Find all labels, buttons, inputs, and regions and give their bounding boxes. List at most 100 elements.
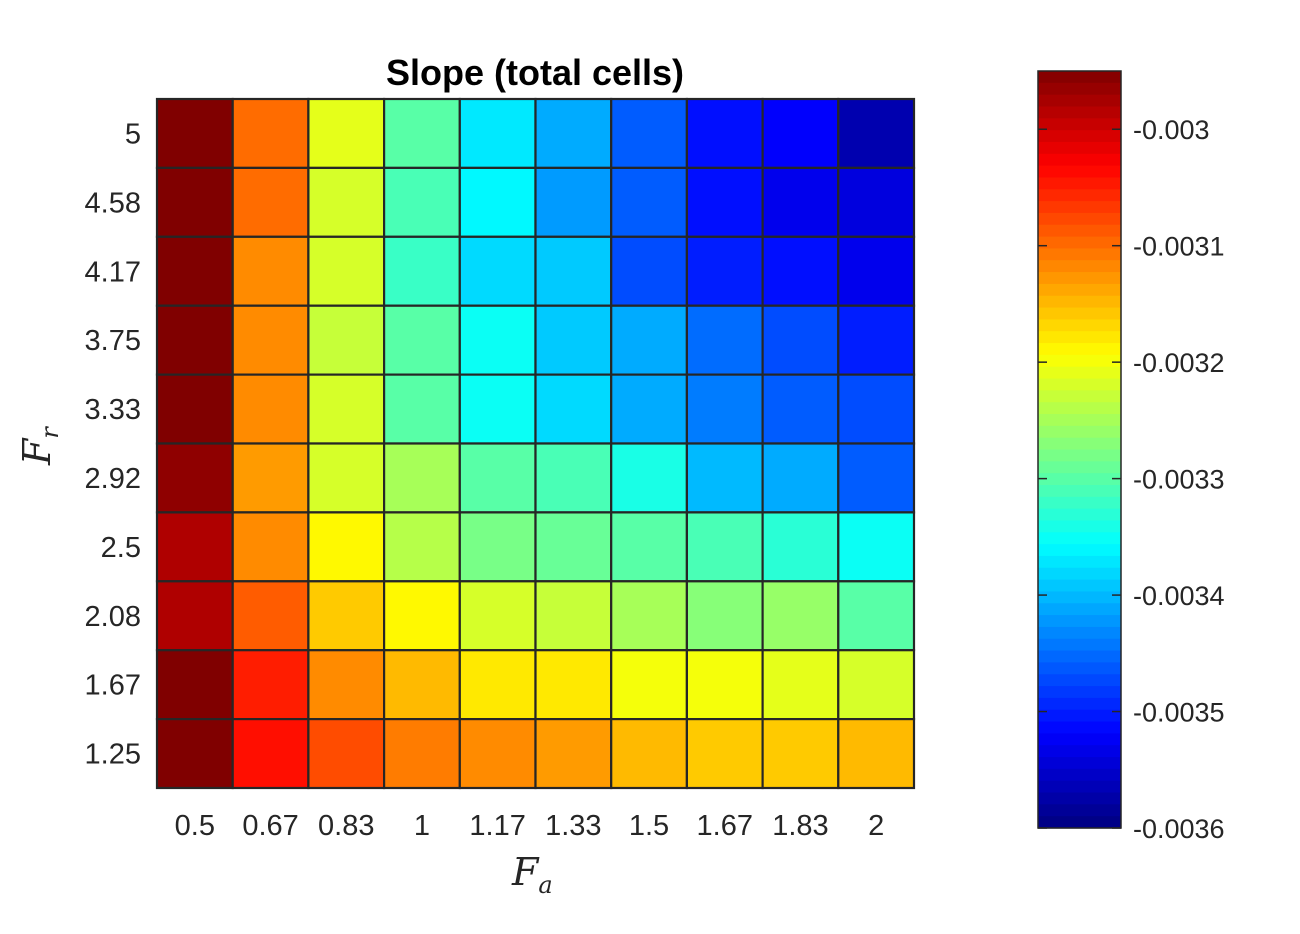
- colorbar-band: [1038, 189, 1121, 202]
- heatmap-cell: [383, 511, 461, 583]
- x-tick-labels: 0.5 0.67 0.83 1 1.17 1.33 1.5 1.67 1.83 2: [175, 810, 885, 842]
- heatmap-cell: [534, 717, 613, 790]
- heatmap-cell: [837, 166, 916, 238]
- heatmap-cell: [837, 97, 916, 170]
- colorbar-tick-label: -0.0036: [1133, 814, 1225, 844]
- colorbar-band: [1038, 425, 1121, 439]
- heatmap-cell: [837, 235, 916, 307]
- colorbar-band: [1038, 414, 1121, 427]
- colorbar-band: [1038, 153, 1121, 167]
- heatmap-cell: [610, 580, 689, 652]
- x-tick-label: 1.67: [697, 810, 753, 842]
- heatmap-cell: [761, 304, 840, 376]
- heatmap-cell: [534, 97, 613, 170]
- heatmap-cell: [837, 442, 916, 514]
- heatmap-cell: [458, 166, 537, 238]
- heatmap-cell: [383, 304, 461, 376]
- heatmap-cell: [307, 166, 386, 238]
- x-tick-label: 1: [414, 810, 430, 842]
- heatmap-cell: [231, 717, 310, 790]
- colorbar-band: [1038, 567, 1121, 581]
- heatmap-cell: [534, 166, 613, 238]
- heatmap-cell: [155, 580, 234, 652]
- y-tick-label: 4.58: [85, 187, 141, 219]
- heatmap-cell: [458, 304, 537, 376]
- colorbar-band: [1038, 71, 1121, 84]
- heatmap-cell: [383, 649, 461, 721]
- heatmap-cell: [458, 717, 537, 790]
- colorbar-band: [1038, 579, 1121, 593]
- colorbar-band: [1038, 792, 1121, 805]
- colorbar-tick-label: -0.003: [1133, 115, 1210, 145]
- colorbar-band: [1038, 283, 1121, 297]
- colorbar-band: [1038, 390, 1121, 403]
- colorbar-band: [1038, 532, 1121, 545]
- heatmap-cell: [307, 373, 386, 445]
- heatmap-cell: [837, 373, 916, 445]
- heatmap-cell: [383, 580, 461, 652]
- x-tick-label: 0.67: [242, 810, 298, 842]
- colorbar-band: [1038, 484, 1121, 498]
- heatmap-cell: [761, 97, 840, 170]
- heatmap-cell: [231, 580, 310, 652]
- colorbar-band: [1038, 686, 1121, 699]
- heatmap-cell: [534, 511, 613, 583]
- heatmap-cell: [837, 511, 916, 583]
- heatmap-cell: [761, 580, 840, 652]
- heatmap-cell: [685, 97, 764, 170]
- colorbar-tick-label: -0.0032: [1133, 348, 1225, 378]
- colorbar-band: [1038, 307, 1121, 320]
- heatmap-cell: [685, 442, 764, 514]
- heatmap-cell: [761, 511, 840, 583]
- colorbar-band: [1038, 366, 1121, 380]
- colorbar-band: [1038, 804, 1121, 817]
- heatmap-cell: [458, 580, 537, 652]
- heatmap-cell: [307, 511, 386, 583]
- colorbar-band: [1038, 780, 1121, 794]
- heatmap-cell: [610, 235, 689, 307]
- heatmap-cell: [383, 373, 461, 445]
- x-axis-label: Fa: [511, 850, 553, 899]
- heatmap-cell: [685, 304, 764, 376]
- colorbar-band: [1038, 721, 1121, 734]
- heatmap-cell: [534, 373, 613, 445]
- colorbar-band: [1038, 82, 1121, 96]
- x-tick-label: 1.17: [469, 810, 525, 842]
- y-tick-label: 2.92: [85, 463, 141, 495]
- heatmap-cell: [534, 235, 613, 307]
- x-tick-label: 1.5: [629, 810, 669, 842]
- colorbar-band: [1038, 449, 1121, 462]
- heatmap-cell: [685, 166, 764, 238]
- heatmap-cell: [231, 442, 310, 514]
- heatmap-cell: [685, 717, 764, 790]
- colorbar-band: [1038, 662, 1121, 675]
- colorbar-band: [1038, 508, 1121, 522]
- heatmap-cell: [231, 166, 310, 238]
- y-tick-label: 2.08: [85, 601, 141, 633]
- heatmap-cell: [155, 717, 234, 790]
- colorbar-band: [1038, 496, 1121, 510]
- heatmap-cell: [231, 304, 310, 376]
- colorbar-band: [1038, 544, 1121, 557]
- colorbar-band: [1038, 248, 1121, 261]
- y-tick-label: 1.25: [85, 739, 141, 771]
- heatmap-cell: [458, 235, 537, 307]
- y-axis-label: Fr: [15, 426, 64, 466]
- heatmap-cell: [231, 511, 310, 583]
- heatmap-cell: [155, 511, 234, 583]
- heatmap-cell: [307, 580, 386, 652]
- heatmap-cell: [685, 373, 764, 445]
- heatmap-cell: [610, 649, 689, 721]
- colorbar-band: [1038, 437, 1121, 451]
- colorbar-band: [1038, 709, 1121, 723]
- colorbar-band: [1038, 118, 1121, 131]
- y-tick-label: 3.33: [85, 394, 141, 426]
- heatmap-cell: [685, 235, 764, 307]
- chart-title: Slope (total cells): [386, 52, 684, 93]
- heatmap-cell: [307, 304, 386, 376]
- colorbar-band: [1038, 177, 1121, 190]
- y-tick-label: 3.75: [85, 325, 141, 357]
- colorbar-band: [1038, 130, 1121, 143]
- heatmap-cell: [155, 166, 234, 238]
